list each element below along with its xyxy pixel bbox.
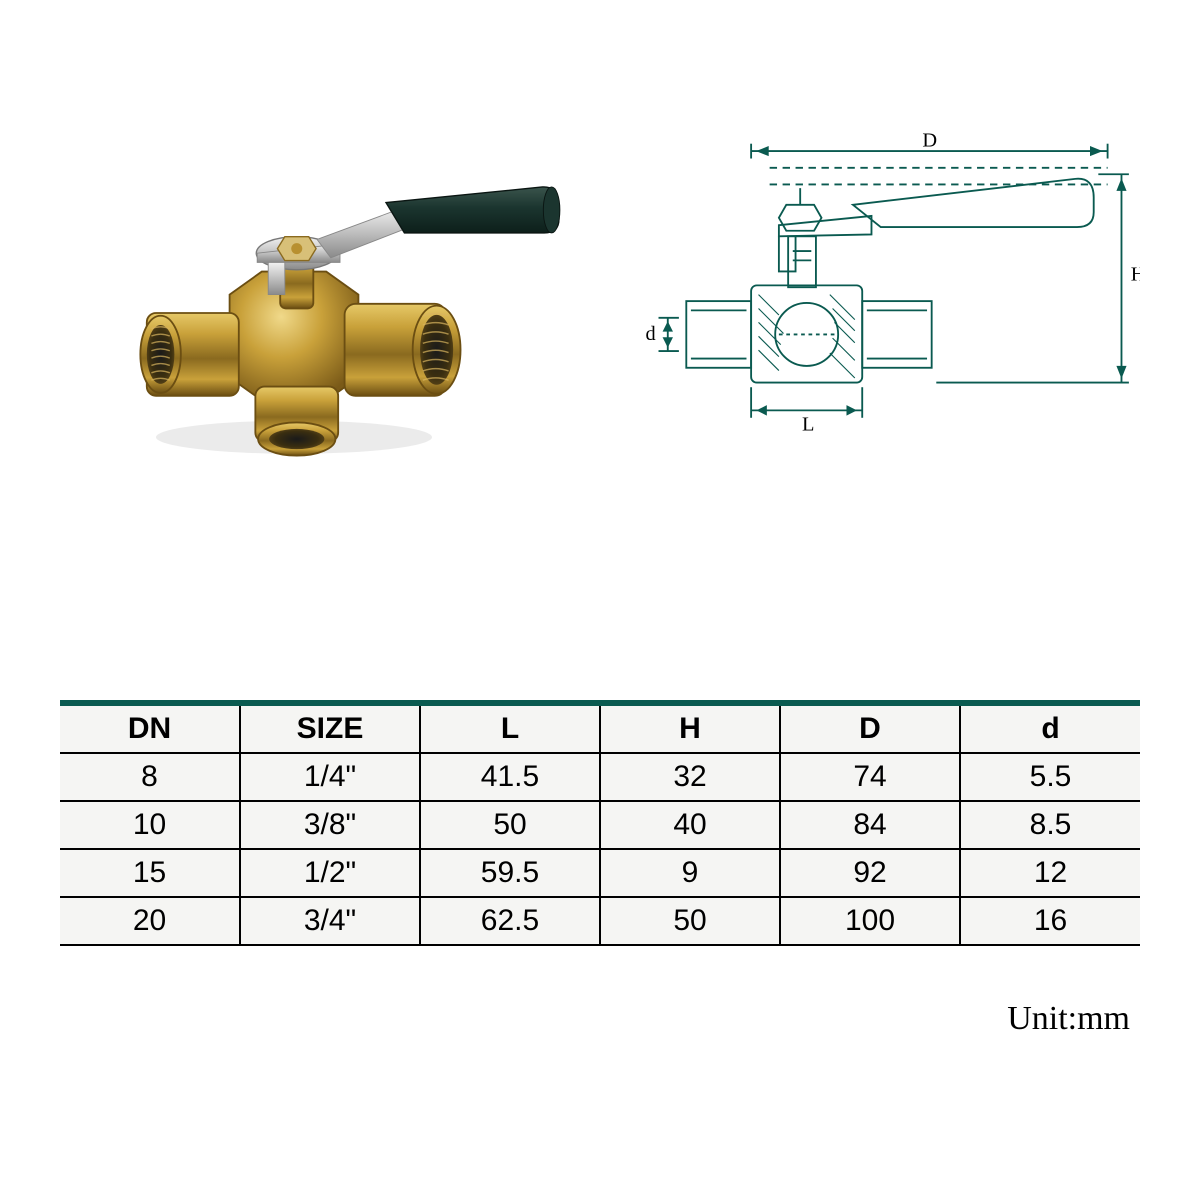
product-photo xyxy=(100,110,580,470)
spec-table: DN SIZE L H D d 8 1/4" 41.5 32 74 5.5 10… xyxy=(60,706,1140,946)
dim-label-d: d xyxy=(646,323,656,345)
col-D: D xyxy=(780,706,960,753)
unit-label: Unit:mm xyxy=(1007,1000,1130,1038)
valve-photo-svg xyxy=(110,115,570,465)
dim-label-D: D xyxy=(922,130,937,151)
dim-label-H: H xyxy=(1131,264,1140,286)
col-H: H xyxy=(600,706,780,753)
table-row: 15 1/2" 59.5 9 92 12 xyxy=(60,849,1140,897)
valve-diagram-svg: D H d L xyxy=(640,130,1140,450)
col-L: L xyxy=(420,706,600,753)
spec-table-container: DN SIZE L H D d 8 1/4" 41.5 32 74 5.5 10… xyxy=(60,700,1140,946)
table-row: 20 3/4" 62.5 50 100 16 xyxy=(60,897,1140,945)
image-row: D H d L xyxy=(100,110,1140,470)
col-DN: DN xyxy=(60,706,240,753)
table-header-row: DN SIZE L H D d xyxy=(60,706,1140,753)
page: D H d L DN SIZE L H D d 8 1/4" 41.5 xyxy=(0,0,1200,1200)
table-row: 8 1/4" 41.5 32 74 5.5 xyxy=(60,753,1140,801)
col-SIZE: SIZE xyxy=(240,706,420,753)
col-d: d xyxy=(960,706,1140,753)
technical-diagram: D H d L xyxy=(640,110,1140,470)
dim-label-L: L xyxy=(802,414,814,436)
table-row: 10 3/8" 50 40 84 8.5 xyxy=(60,801,1140,849)
